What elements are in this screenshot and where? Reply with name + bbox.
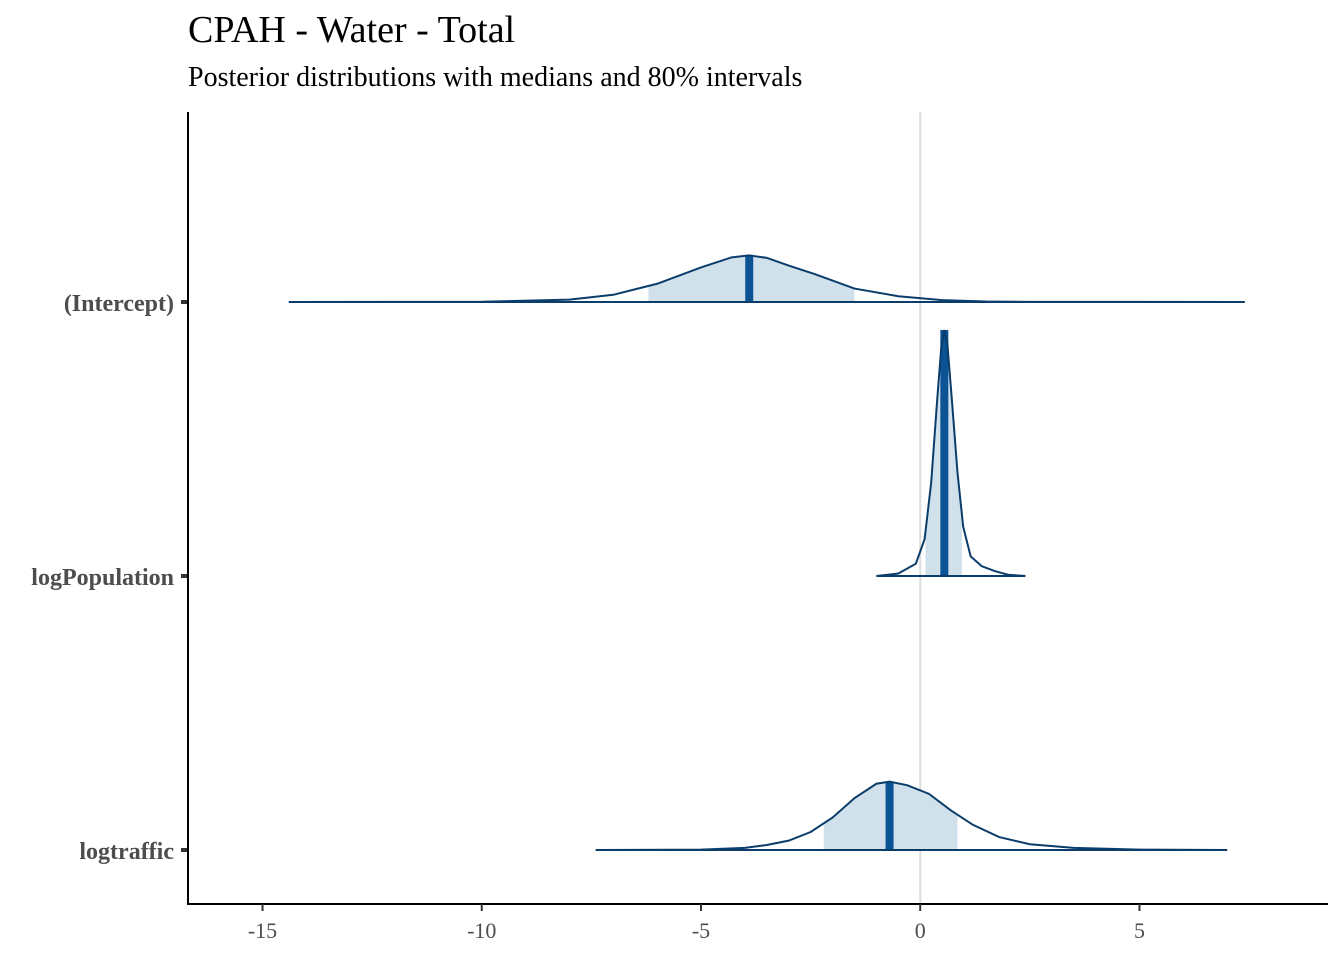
x-tick-label-0: -15 [248,918,277,943]
y-tick-label-logpopulation: logPopulation [31,565,174,591]
x-tick-label-1: -10 [467,918,496,943]
chart-subtitle: Posterior distributions with medians and… [188,62,803,93]
chart-title: CPAH - Water - Total [188,9,516,51]
density-intercept [288,254,1245,303]
density-logpopulation [876,329,1026,577]
x-tick-label-4: 5 [1134,918,1145,943]
density-logtraffic [595,780,1228,851]
x-tick-label-2: -5 [692,918,710,943]
y-tick-label-intercept: (Intercept) [64,291,174,317]
x-tick-label-3: 0 [915,918,926,943]
y-tick-label-logtraffic: logtraffic [79,839,174,865]
